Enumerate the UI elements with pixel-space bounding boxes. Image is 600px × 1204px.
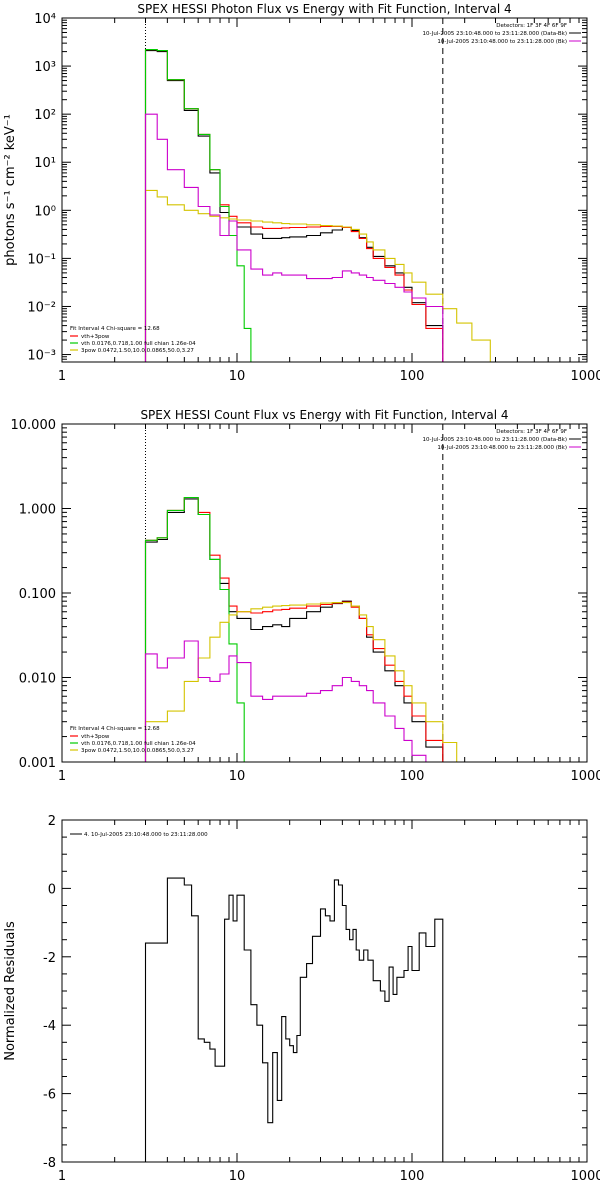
- plot-frame: [62, 820, 587, 1162]
- y-axis-label: Normalized Residuals: [3, 921, 18, 1061]
- legend-fit-text: 3pow 0.0472,1.50,10.0,0.0865,50.0,3.27: [81, 348, 194, 354]
- y-tick-label: 2: [48, 814, 56, 829]
- legend-text: 4. 10-Jul-2005 23:10:48.000 to 23:11:28.…: [84, 832, 208, 838]
- y-tick-label: 1.000: [19, 503, 56, 518]
- y-tick-label: 0: [48, 882, 56, 897]
- plot-area: [146, 878, 443, 1162]
- legend-top-text: 10-Jul-2005 23:10:48.000 to 23:11:28.000…: [423, 437, 568, 443]
- series-line-4: [146, 603, 472, 762]
- y-tick-label: 10⁻²: [27, 300, 56, 315]
- legend-fit-text: vth+3pow: [81, 334, 110, 340]
- series-line-2: [146, 498, 443, 763]
- chart-title: SPEX HESSI Photon Flux vs Energy with Fi…: [137, 2, 511, 16]
- y-axis-label: photons s⁻¹ cm⁻² keV⁻¹: [3, 114, 18, 266]
- legend-fit-text: 3pow 0.0472,1.50,10.0,0.0865,50.0,3.27: [81, 748, 194, 754]
- x-tick-label: 1: [58, 369, 66, 384]
- series-line-3: [146, 498, 251, 763]
- series-line-5: [146, 114, 443, 362]
- x-tick-label: 1: [58, 1169, 66, 1184]
- legend-top-text: 10-Jul-2005 23:10:48.000 to 23:11:28.000…: [423, 31, 568, 37]
- y-tick-label: 10.000: [11, 418, 57, 433]
- y-tick-label: 10³: [34, 60, 56, 75]
- series-line-1: [146, 51, 443, 362]
- y-tick-label: -6: [43, 1088, 56, 1103]
- x-tick-label: 1000: [570, 1169, 600, 1184]
- y-tick-label: -8: [43, 1156, 56, 1171]
- legend-fit-text: vth 0.0176,0.718,1.00 full chian 1.26e-0…: [81, 341, 196, 347]
- x-tick-label: 1: [58, 769, 66, 784]
- x-tick-label: 100: [400, 369, 425, 384]
- x-tick-label: 100: [400, 769, 425, 784]
- chart-2: SPEX HESSI Count Flux vs Energy with Fit…: [11, 408, 600, 784]
- y-tick-label: -2: [43, 951, 56, 966]
- legend-top-text: 10-Jul-2005 23:10:48.000 to 23:11:28.000…: [437, 39, 567, 45]
- x-tick-label: 10: [229, 369, 246, 384]
- y-tick-label: 0.100: [19, 587, 56, 602]
- x-tick-label: 10: [229, 1169, 246, 1184]
- plot-area: [146, 50, 491, 362]
- x-tick-label: 10: [229, 769, 246, 784]
- y-tick-label: 10²: [34, 108, 56, 123]
- legend-top-text: Detectors: 1F 3F 4F 6F 9F: [496, 429, 567, 435]
- x-tick-label: 1000: [570, 369, 600, 384]
- plot-area: [146, 498, 472, 763]
- series-line-4: [146, 190, 491, 362]
- legend-fit-header: Fit Interval 4 Chi-square = 12.68: [70, 326, 160, 332]
- x-tick-label: 1000: [570, 769, 600, 784]
- y-tick-label: 10⁴: [34, 12, 56, 27]
- y-tick-label: 10⁻³: [27, 349, 56, 364]
- chart-1: SPEX HESSI Photon Flux vs Energy with Fi…: [3, 2, 600, 384]
- y-tick-label: -4: [43, 1019, 56, 1034]
- plot-frame: [62, 18, 587, 362]
- series-line-2: [146, 50, 443, 362]
- legend-top-text: 10-Jul-2005 23:10:48.000 to 23:11:28.000…: [437, 445, 567, 451]
- chart-title: SPEX HESSI Count Flux vs Energy with Fit…: [140, 408, 508, 422]
- x-tick-label: 100: [400, 1169, 425, 1184]
- y-tick-label: 0.001: [19, 756, 56, 771]
- y-tick-label: 10⁰: [34, 204, 56, 219]
- legend-fit-text: vth+3pow: [81, 734, 110, 740]
- legend-fit-header: Fit Interval 4 Chi-square = 12.68: [70, 726, 160, 732]
- y-tick-label: 0.010: [19, 672, 56, 687]
- y-tick-label: 10⁻¹: [27, 252, 56, 267]
- series-line-1: [146, 878, 443, 1162]
- legend-top-text: Detectors: 1F 3F 4F 6F 9F: [496, 23, 567, 29]
- chart-3: Normalized Residuals 1 10 100 1000 -8 -6 -4 -2 0 2…: [3, 814, 600, 1184]
- series-line-1: [146, 499, 443, 762]
- y-tick-label: 10¹: [34, 156, 56, 171]
- legend-fit-text: vth 0.0176,0.718,1.00 full chian 1.26e-0…: [81, 741, 196, 747]
- plot-frame: [62, 424, 587, 762]
